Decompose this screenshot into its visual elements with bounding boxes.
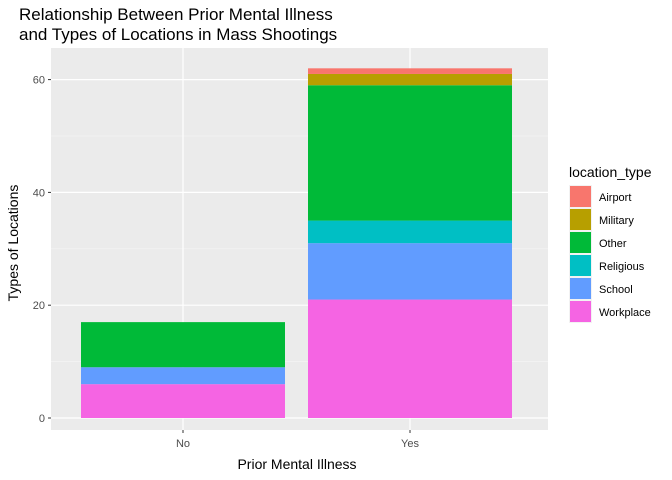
x-axis-title: Prior Mental Illness <box>237 456 356 472</box>
y-tick-label: 0 <box>39 413 45 425</box>
bar-segment-yes-airport <box>308 68 512 74</box>
legend-label-other: Other <box>599 238 627 250</box>
bar-segment-yes-military <box>308 73 512 86</box>
legend-label-military: Military <box>599 215 634 227</box>
bar-segment-yes-workplace <box>308 299 512 418</box>
bar-segment-no-other <box>81 322 285 368</box>
legend-swatch-workplace <box>570 301 591 322</box>
legend-label-religious: Religious <box>599 261 645 273</box>
x-axis: No Yes <box>176 430 419 450</box>
y-axis: 0 20 40 60 <box>33 75 51 425</box>
legend-swatch-military <box>570 209 591 230</box>
y-tick-label: 40 <box>33 187 45 199</box>
bars <box>81 68 512 418</box>
legend-swatch-school <box>570 278 591 299</box>
legend-label-school: School <box>599 284 633 296</box>
chart-title-line-2: and Types of Locations in Mass Shootings <box>19 25 337 44</box>
bar-segment-yes-other <box>308 85 512 221</box>
legend: location_type Airport Military Other Religi… <box>569 164 652 323</box>
y-tick-label: 60 <box>33 75 45 87</box>
legend-swatch-religious <box>570 255 591 276</box>
bar-segment-yes-religious <box>308 220 512 244</box>
y-axis-title: Types of Locations <box>5 185 21 302</box>
chart-title-line-1: Relationship Between Prior Mental Illnes… <box>19 5 333 24</box>
legend-label-airport: Airport <box>599 192 631 204</box>
legend-label-workplace: Workplace <box>599 307 651 319</box>
bar-segment-no-workplace <box>81 384 285 418</box>
legend-swatch-other <box>570 232 591 253</box>
bar-segment-no-school <box>81 367 285 385</box>
legend-title: location_type <box>569 164 652 180</box>
x-tick-label: Yes <box>401 438 419 450</box>
bar-segment-yes-school <box>308 243 512 300</box>
x-tick-label: No <box>176 438 190 450</box>
y-tick-label: 20 <box>33 300 45 312</box>
legend-swatch-airport <box>570 186 591 207</box>
